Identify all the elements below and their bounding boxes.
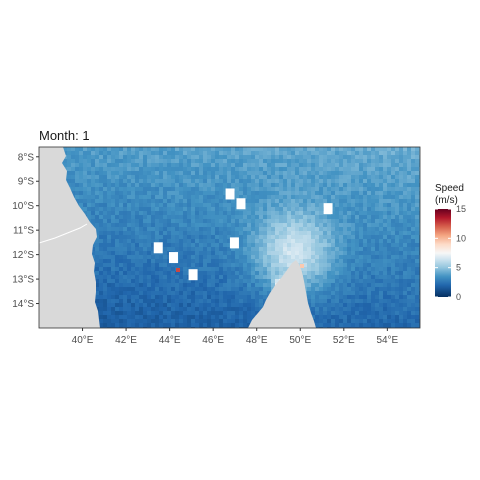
x-tick-label: 52°E bbox=[333, 335, 355, 346]
legend-tick-label: 10 bbox=[456, 233, 466, 243]
legend: Speed (m/s) 15 10 5 0 bbox=[435, 183, 466, 302]
x-axis: 40°E 42°E 44°E 46°E 48°E 50°E 52°E 54°E bbox=[72, 328, 399, 346]
missing-data-layer bbox=[153, 188, 333, 281]
x-tick-label: 54°E bbox=[376, 335, 398, 346]
missing-data-patch bbox=[323, 203, 333, 215]
land-layer bbox=[39, 147, 316, 328]
legend-tick-label: 0 bbox=[456, 292, 461, 302]
land-madagascar bbox=[248, 260, 316, 328]
missing-data-patch bbox=[188, 269, 198, 281]
legend-ticks: 15 10 5 0 bbox=[435, 204, 466, 302]
land-africa bbox=[39, 147, 100, 328]
x-tick-label: 44°E bbox=[159, 335, 181, 346]
x-tick-label: 46°E bbox=[202, 335, 224, 346]
y-axis: 8°S 9°S 10°S 11°S 12°S 13°S 14°S bbox=[12, 152, 39, 310]
legend-title-line2: (m/s) bbox=[435, 195, 458, 206]
legend-tick-label: 5 bbox=[456, 263, 461, 273]
missing-data-patch bbox=[168, 252, 178, 264]
map-panel bbox=[38, 146, 421, 329]
y-tick-label: 8°S bbox=[18, 152, 35, 163]
y-tick-label: 9°S bbox=[18, 177, 35, 188]
x-tick-label: 40°E bbox=[72, 335, 94, 346]
plot-title: Month: 1 bbox=[39, 128, 90, 143]
y-tick-label: 14°S bbox=[12, 299, 34, 310]
legend-tick-label: 15 bbox=[456, 204, 466, 214]
x-tick-label: 50°E bbox=[289, 335, 311, 346]
missing-data-patch bbox=[225, 188, 235, 200]
x-tick-label: 48°E bbox=[246, 335, 268, 346]
x-tick-label: 42°E bbox=[115, 335, 137, 346]
y-tick-label: 12°S bbox=[12, 250, 34, 261]
y-tick-label: 13°S bbox=[12, 275, 34, 286]
missing-data-patch bbox=[153, 242, 163, 254]
missing-data-patch bbox=[236, 198, 246, 210]
panel-border bbox=[38, 146, 421, 329]
coast-boundary-line bbox=[39, 223, 88, 244]
missing-data-patch bbox=[229, 237, 239, 249]
y-tick-label: 11°S bbox=[13, 226, 34, 237]
legend-title-line1: Speed bbox=[435, 183, 464, 194]
legend-colorbar bbox=[435, 209, 451, 297]
y-tick-label: 10°S bbox=[12, 201, 34, 212]
